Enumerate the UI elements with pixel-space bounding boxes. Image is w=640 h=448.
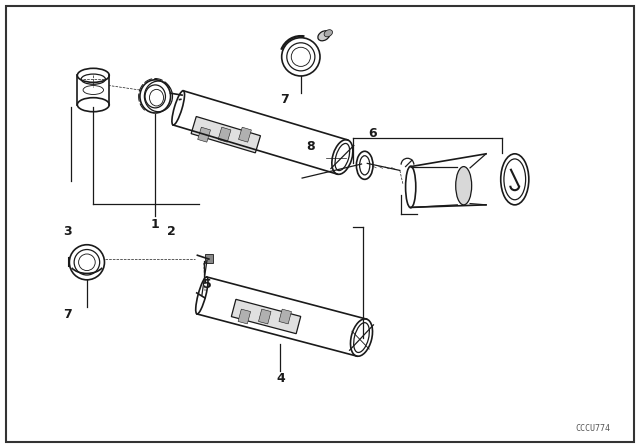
Text: 6: 6 [368,127,377,140]
Ellipse shape [500,154,529,205]
Bar [191,116,260,153]
Bar [239,127,252,142]
Text: 5: 5 [204,278,212,291]
Text: 1: 1 [151,217,159,231]
Ellipse shape [77,98,109,112]
Ellipse shape [196,277,208,314]
Text: 7: 7 [280,93,289,106]
Text: CCCU774: CCCU774 [575,424,611,433]
Bar [231,299,301,334]
Bar [279,309,291,324]
Ellipse shape [332,140,353,174]
Text: 7: 7 [63,308,72,321]
Ellipse shape [324,30,333,37]
Ellipse shape [356,151,373,179]
Ellipse shape [456,167,472,205]
Text: 4: 4 [276,372,285,385]
Bar [198,127,211,142]
Text: 8: 8 [306,140,315,153]
Bar [238,309,251,324]
Ellipse shape [172,91,184,125]
Ellipse shape [351,319,372,356]
Text: 2: 2 [168,225,176,238]
Text: 3: 3 [63,225,72,238]
Bar [218,127,231,142]
Ellipse shape [406,166,416,208]
Bar [205,254,212,263]
Ellipse shape [318,31,330,41]
Bar [259,309,271,324]
